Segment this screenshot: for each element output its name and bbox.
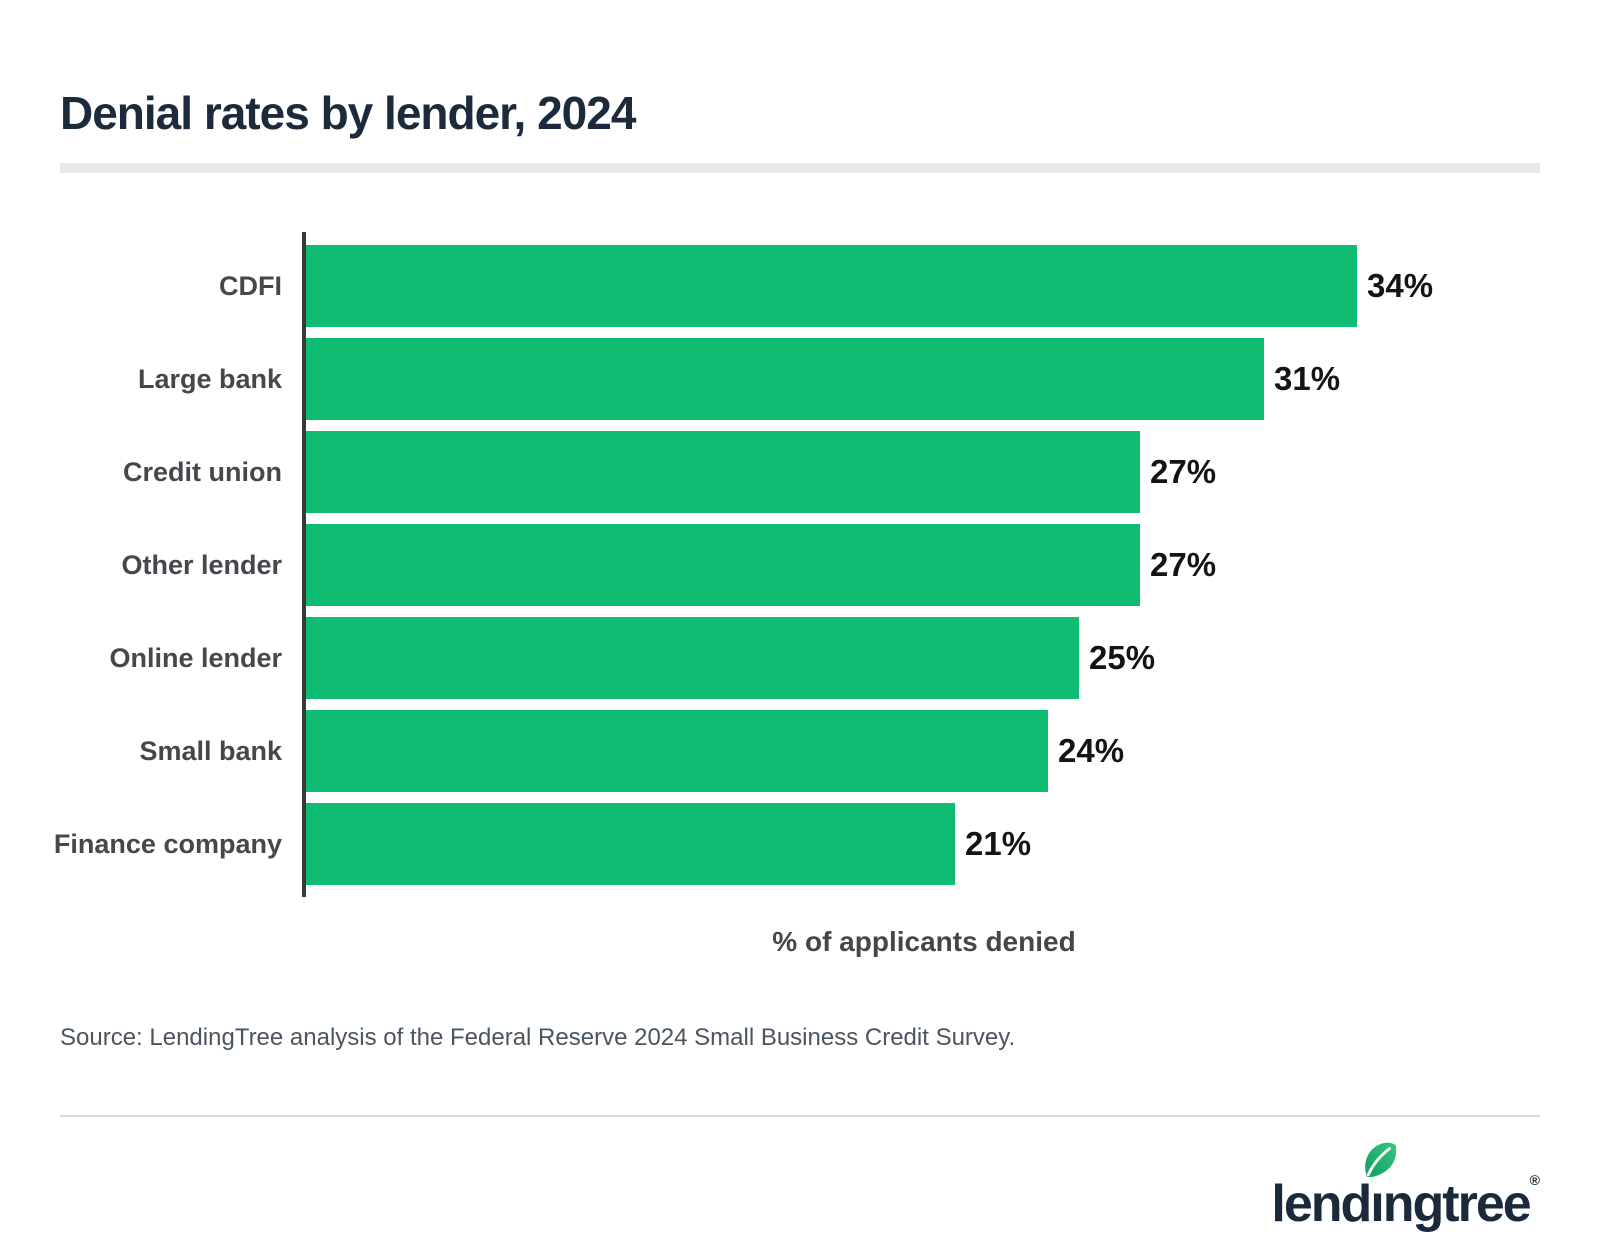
value-label: 27% (1150, 453, 1217, 490)
leaf-icon (1365, 1142, 1397, 1177)
bar (306, 803, 955, 885)
bar-row: Small bank 24% (0, 710, 1600, 792)
category-label: CDFI (219, 271, 282, 301)
bar-row: CDFI 34% (0, 245, 1600, 327)
category-label: Finance company (53, 829, 282, 859)
bar (306, 524, 1140, 606)
logo-i: ı (1365, 1142, 1397, 1233)
value-label: 31% (1274, 360, 1341, 397)
logo-text-post: ngtree (1382, 1175, 1532, 1233)
category-label: Credit union (123, 457, 282, 487)
logo-text: lend ıngtree® (1271, 1140, 1540, 1230)
category-label: Online lender (109, 643, 282, 673)
bar-row: Credit union 27% (0, 431, 1600, 513)
logo-text-pre: lend (1271, 1175, 1372, 1233)
value-label: 25% (1089, 639, 1156, 676)
x-axis-label: % of applicants denied (772, 926, 1076, 957)
y-axis-line (302, 232, 306, 897)
category-label: Other lender (121, 550, 282, 580)
bar-row: Large bank 31% (0, 338, 1600, 420)
value-label: 24% (1058, 732, 1125, 769)
bar (306, 431, 1140, 513)
lendingtree-logo: lend ıngtree® (1271, 1140, 1540, 1230)
bar-row: Online lender 25% (0, 617, 1600, 699)
category-label: Large bank (137, 364, 282, 394)
category-label: Small bank (139, 736, 282, 766)
value-label: 34% (1367, 267, 1434, 304)
value-label: 27% (1150, 546, 1217, 583)
bar (306, 245, 1357, 327)
logo-text-i: ı (1370, 1175, 1385, 1233)
value-label: 21% (965, 825, 1032, 862)
registered-mark: ® (1529, 1171, 1540, 1188)
source-note: Source: LendingTree analysis of the Fede… (60, 1024, 1016, 1051)
page-title: Denial rates by lender, 2024 (60, 87, 636, 139)
bar-chart: CDFI 34% Large bank 31% Credit union 27% Other… (0, 232, 1600, 972)
footer-divider (60, 1115, 1540, 1117)
bar (306, 338, 1264, 420)
bar-row: Other lender 27% (0, 524, 1600, 606)
bar (306, 710, 1048, 792)
bar-row: Finance company 21% (0, 803, 1600, 885)
title-divider (60, 163, 1540, 173)
bar (306, 617, 1079, 699)
